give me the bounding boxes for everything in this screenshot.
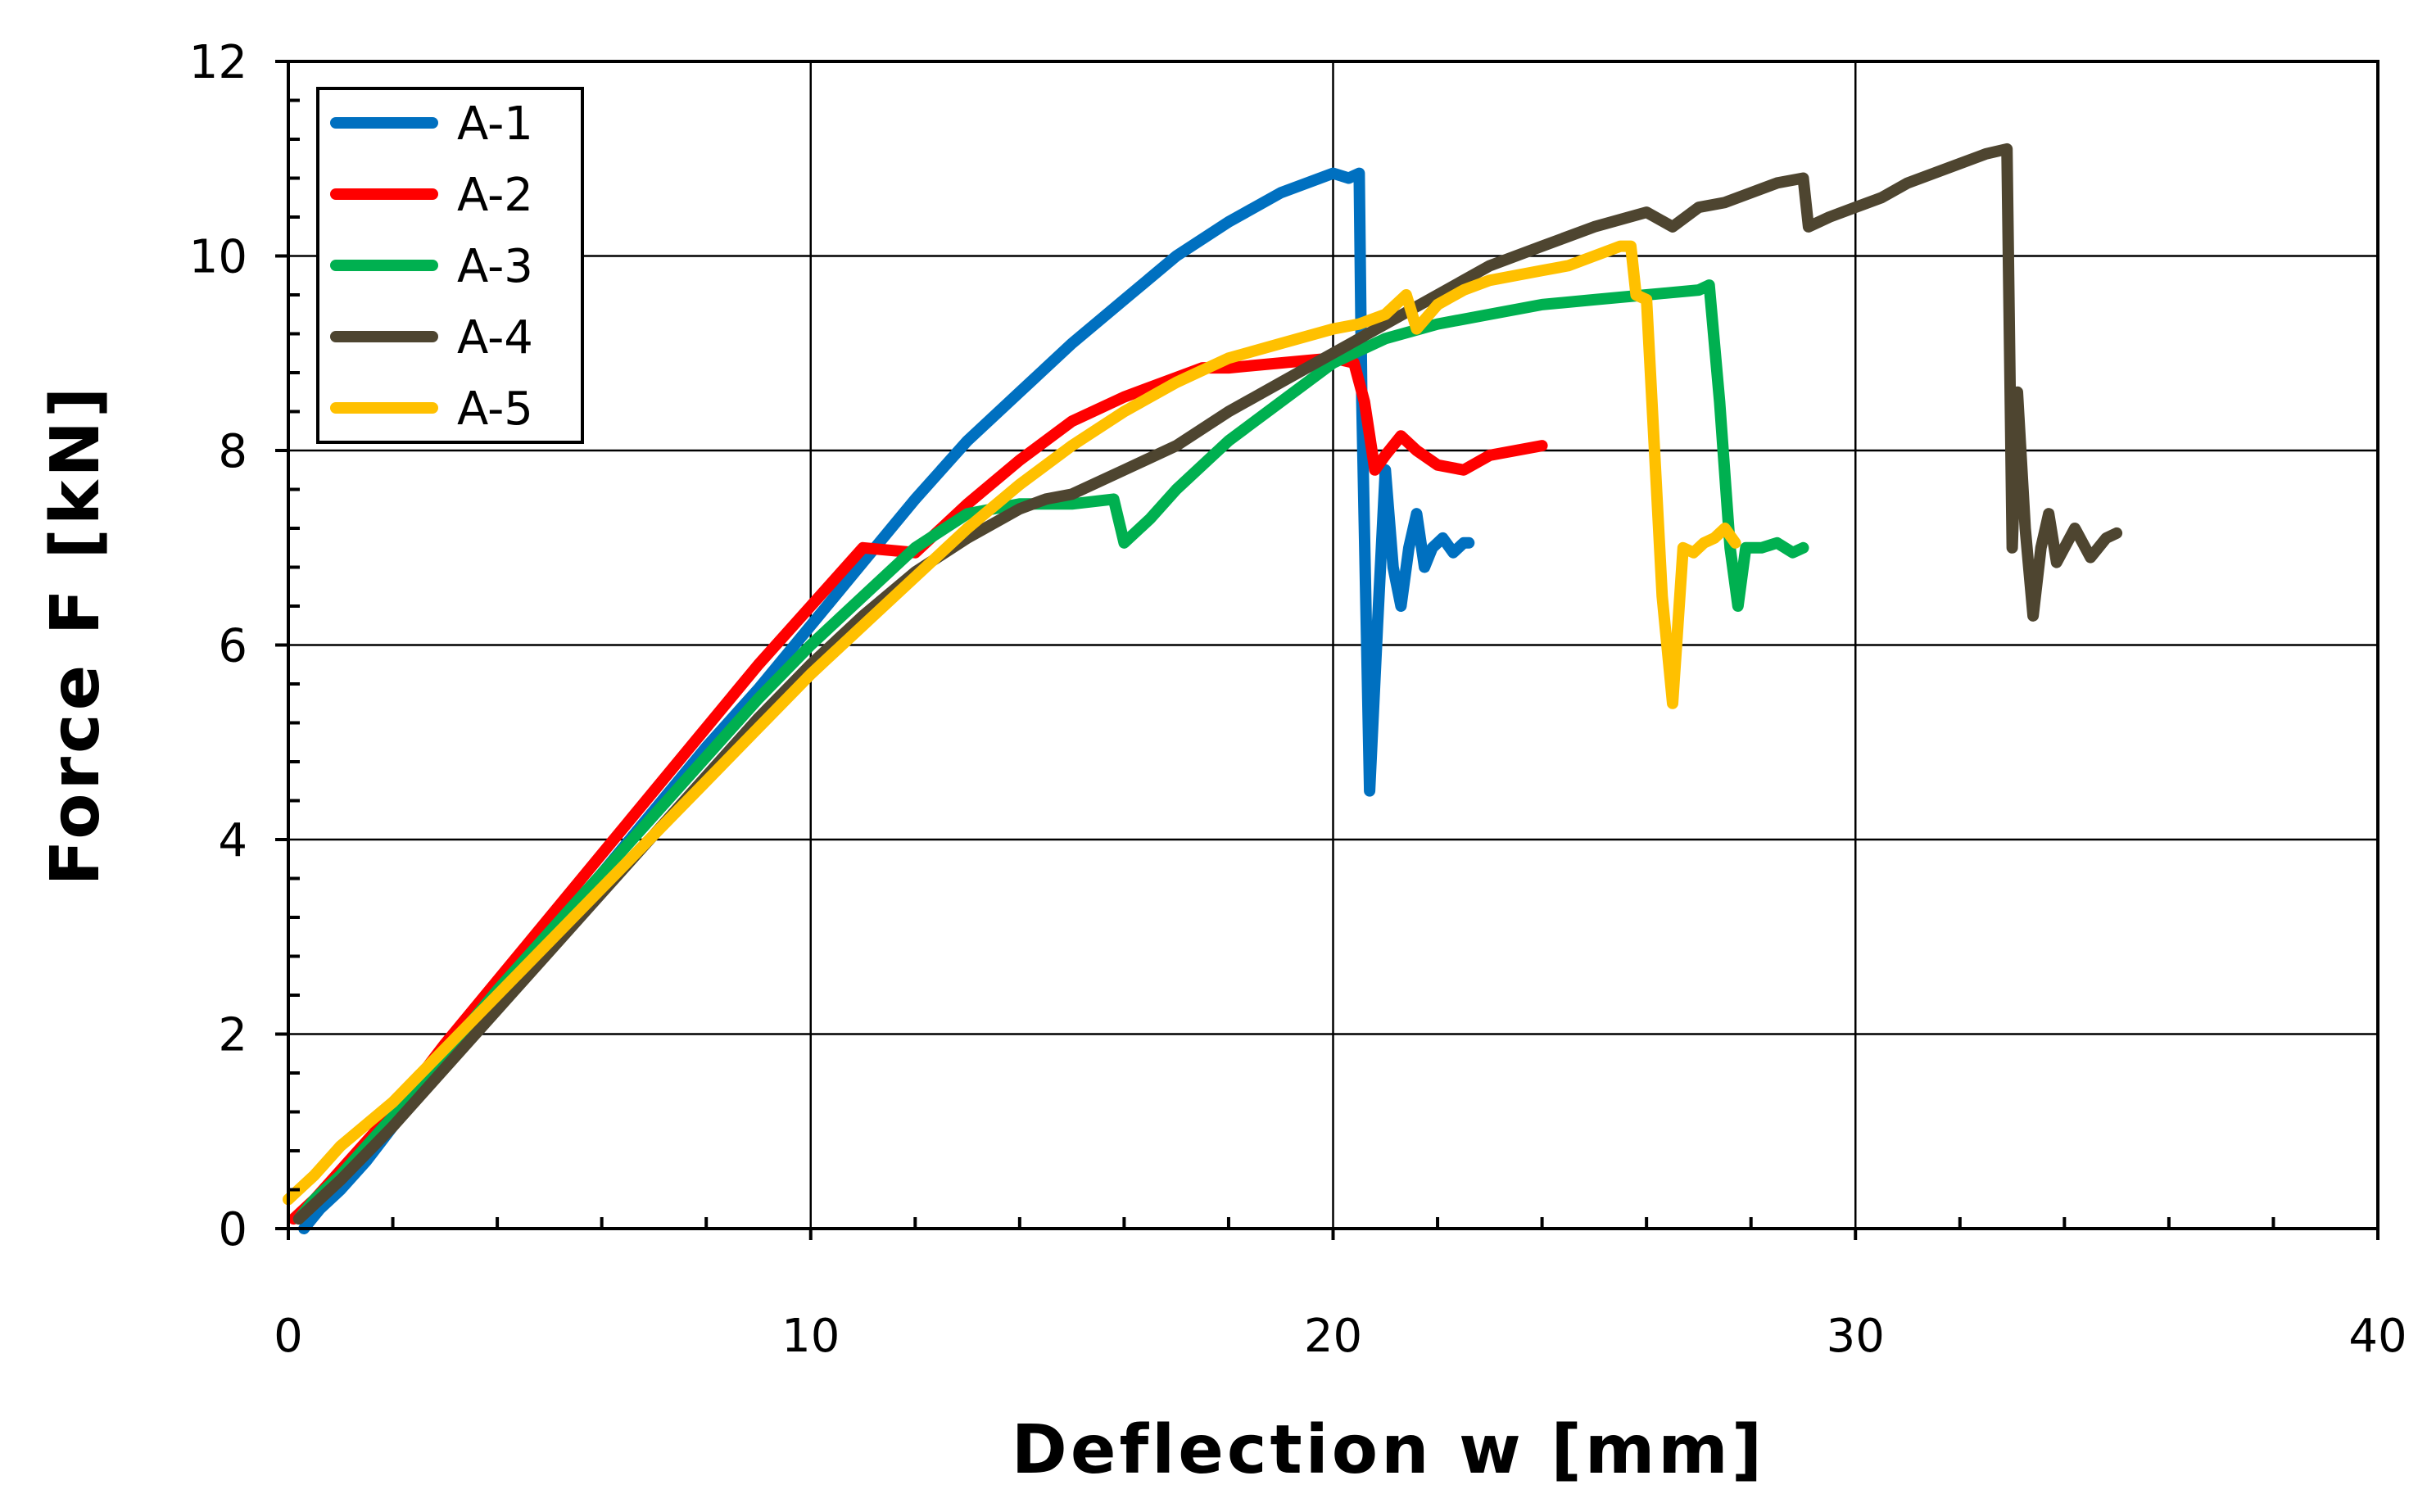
x-tick-label: 10 — [781, 1310, 840, 1363]
series-line-a-5 — [283, 240, 1741, 1206]
legend-label-a-4: A-4 — [457, 311, 533, 364]
legend-label-a-3: A-3 — [457, 240, 533, 293]
series-line-a-3 — [292, 279, 1809, 1225]
x-tick-label: 20 — [1304, 1310, 1362, 1363]
y-tick-label: 4 — [218, 814, 247, 867]
legend: A-1 A-2 A-3 A-4 A-5 — [316, 87, 584, 444]
legend-label-a-5: A-5 — [457, 383, 533, 436]
x-tick-label: 30 — [1827, 1310, 1885, 1363]
series-line-a-2 — [288, 352, 1548, 1225]
y-tick-label: 12 — [189, 36, 247, 89]
legend-label-a-2: A-2 — [457, 169, 533, 222]
data-series — [283, 143, 2123, 1234]
y-tick-label: 10 — [189, 231, 247, 284]
x-axis-title: Deflection w [mm] — [1012, 1411, 1765, 1489]
y-axis-title: Force F [kN] — [37, 384, 115, 886]
ticks: 0 10 20 30 40 0 2 4 6 8 10 12 — [189, 36, 2407, 1363]
grid-lines — [288, 61, 2378, 1229]
x-tick-label: 40 — [2348, 1310, 2407, 1363]
y-tick-label: 6 — [218, 620, 247, 673]
x-tick-label: 0 — [274, 1310, 303, 1363]
y-tick-label: 2 — [218, 1009, 247, 1062]
legend-label-a-1: A-1 — [457, 97, 533, 151]
y-tick-label: 8 — [218, 425, 247, 478]
y-tick-label: 0 — [218, 1203, 247, 1256]
